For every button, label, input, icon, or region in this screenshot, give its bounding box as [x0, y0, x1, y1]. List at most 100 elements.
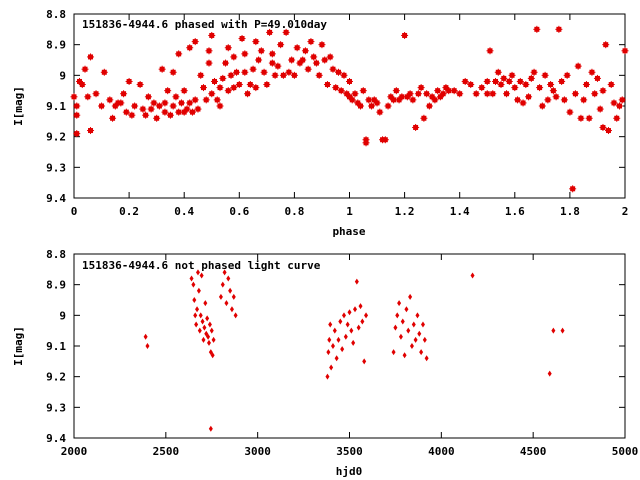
phased-data-point — [87, 53, 95, 61]
unphased-data-point — [328, 321, 333, 328]
phased-data-point — [547, 81, 555, 89]
phased-data-point — [544, 96, 552, 104]
phased-data-point — [571, 90, 579, 98]
phased-data-point — [161, 99, 169, 107]
unphased-x-tick-label: 5000 — [612, 445, 639, 458]
phased-data-point — [180, 87, 188, 95]
phased-data-point — [98, 102, 106, 110]
unphased-data-point — [200, 318, 205, 325]
phased-data-point — [277, 41, 285, 49]
unphased-data-point — [201, 336, 206, 343]
phased-data-point — [348, 96, 356, 104]
unphased-data-point — [198, 312, 203, 319]
phased-data-point — [172, 93, 180, 101]
unphased-data-point — [325, 373, 330, 380]
phased-data-point — [346, 77, 353, 85]
unphased-y-tick-label: 8.8 — [46, 248, 66, 261]
phased-data-point — [169, 102, 177, 110]
unphased-data-point — [209, 327, 214, 334]
phased-data-point — [384, 102, 392, 110]
phased-x-axis-label: phase — [332, 225, 365, 238]
phased-data-point — [150, 99, 158, 107]
unphased-data-point — [404, 306, 409, 313]
unphased-x-tick-label: 3500 — [336, 445, 363, 458]
phased-data-point — [233, 68, 241, 76]
phased-data-point — [310, 53, 318, 61]
unphased-data-point — [345, 321, 350, 328]
unphased-data-point — [229, 306, 234, 313]
unphased-data-point — [327, 336, 332, 343]
unphased-data-point — [351, 339, 356, 346]
phased-data-point — [359, 87, 367, 95]
unphased-data-point — [408, 293, 413, 300]
unphased-data-point — [547, 370, 552, 377]
phased-data-point — [235, 81, 243, 89]
phased-data-point — [596, 105, 604, 113]
phased-data-point — [558, 77, 566, 85]
phased-data-point — [268, 50, 276, 58]
phased-data-point — [81, 65, 89, 73]
unphased-data-point — [233, 312, 238, 319]
unphased-data-point — [398, 333, 403, 340]
phased-data-point — [514, 96, 522, 104]
phased-data-point — [252, 84, 260, 92]
phased-data-point — [503, 90, 511, 98]
unphased-data-point — [143, 333, 148, 340]
phased-chart: 151836-4944.6 phased with P=49.010day ph… — [12, 8, 629, 238]
phased-data-point — [128, 111, 136, 119]
unphased-data-point — [340, 346, 345, 353]
unphased-data-point — [202, 324, 207, 331]
unphased-chart-title: 151836-4944.6 not phased light curve — [82, 259, 321, 272]
phased-data-point — [321, 56, 329, 64]
phased-data-point — [486, 47, 494, 55]
phased-data-point — [406, 90, 414, 98]
unphased-data-point — [349, 327, 354, 334]
unphased-data-point — [199, 272, 204, 279]
unphased-data-point — [354, 278, 359, 285]
phased-x-tick-label: 0 — [71, 205, 78, 218]
phased-data-point — [618, 96, 626, 104]
phased-data-point — [120, 90, 128, 98]
unphased-data-points — [143, 269, 565, 432]
phased-data-point — [282, 28, 290, 36]
unphased-y-tick-label: 9 — [59, 309, 66, 322]
phased-data-point — [122, 108, 130, 116]
phased-data-point — [299, 56, 307, 64]
phased-data-point — [478, 84, 486, 92]
phased-x-tick-label: 1.4 — [450, 205, 470, 218]
phased-data-point — [549, 87, 557, 95]
unphased-x-ticks: 2000 2500 3000 3500 4000 4500 5000 — [61, 254, 639, 458]
unphased-data-point — [206, 333, 211, 340]
unphased-data-point — [391, 349, 396, 356]
phased-x-tick-label: 0.6 — [229, 205, 249, 218]
unphased-data-point — [360, 318, 365, 325]
phased-data-point — [268, 59, 276, 67]
unphased-data-point — [218, 293, 223, 300]
phased-x-tick-label: 1.6 — [505, 205, 525, 218]
phased-data-point — [266, 28, 274, 36]
phased-data-point — [340, 71, 348, 79]
phased-data-point — [527, 74, 535, 82]
phased-data-point — [602, 41, 610, 49]
phased-data-point — [412, 123, 420, 131]
phased-data-point — [285, 68, 293, 76]
unphased-data-point — [343, 333, 348, 340]
unphased-data-point — [402, 352, 407, 359]
unphased-data-point — [338, 318, 343, 325]
phased-data-point — [155, 102, 163, 110]
unphased-data-point — [203, 300, 208, 307]
phased-data-point — [188, 108, 196, 116]
phased-data-point — [139, 105, 147, 113]
unphased-data-point — [326, 349, 331, 356]
phased-data-point — [183, 105, 191, 113]
phased-data-point — [87, 127, 95, 135]
phased-data-point — [536, 84, 544, 92]
phased-data-point — [604, 127, 612, 135]
unphased-data-point — [196, 287, 201, 294]
unphased-data-point — [228, 287, 233, 294]
phased-data-point — [588, 68, 596, 76]
phased-data-point — [131, 102, 139, 110]
phased-data-point — [293, 44, 301, 52]
phased-data-point — [560, 96, 568, 104]
phased-data-point — [357, 102, 365, 110]
